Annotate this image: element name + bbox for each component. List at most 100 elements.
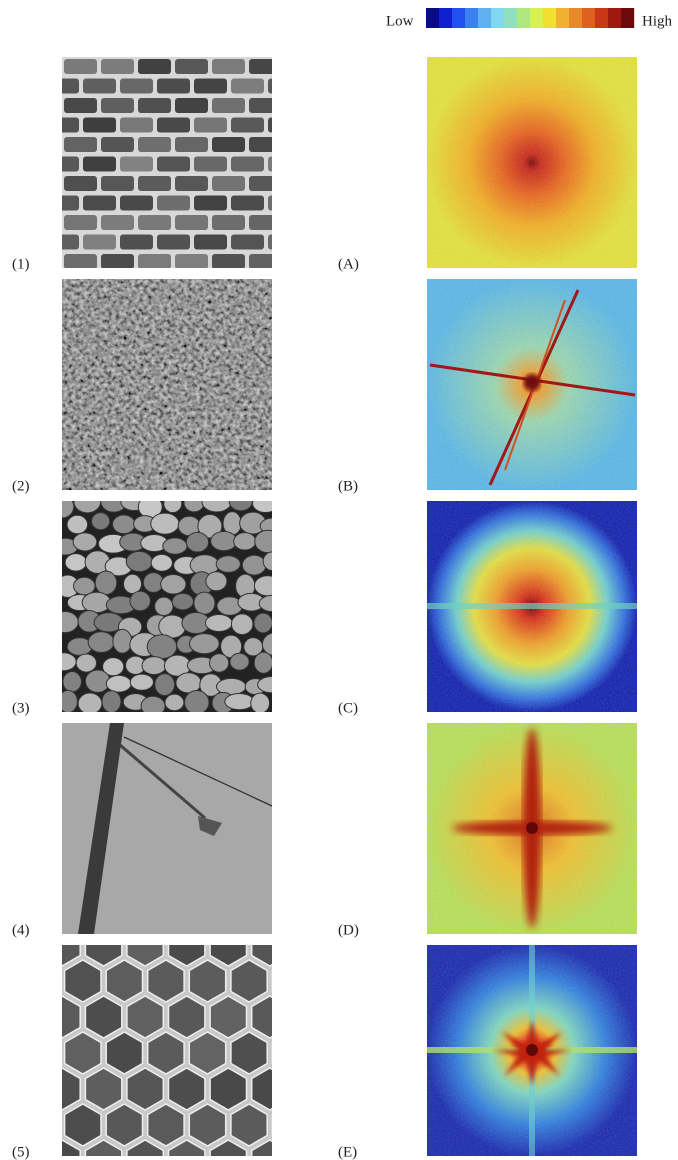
brick bbox=[138, 137, 171, 152]
stone bbox=[95, 571, 117, 594]
stone bbox=[102, 691, 121, 713]
stone bbox=[51, 495, 74, 518]
spectrum-a bbox=[427, 57, 637, 268]
stone bbox=[231, 614, 253, 635]
stone bbox=[130, 591, 150, 611]
colorbar-swatch bbox=[621, 8, 634, 28]
stone bbox=[155, 674, 175, 696]
stone bbox=[67, 515, 88, 533]
brick bbox=[194, 79, 227, 94]
page: Low High bbox=[0, 0, 678, 1160]
brick bbox=[138, 215, 171, 230]
colorbar-low: Low bbox=[386, 13, 414, 29]
spectrum-c bbox=[427, 501, 637, 712]
stone bbox=[184, 494, 204, 512]
brick bbox=[249, 59, 282, 74]
stone bbox=[210, 654, 229, 672]
brick bbox=[268, 118, 301, 133]
brick bbox=[83, 196, 116, 211]
stone bbox=[242, 555, 266, 575]
stone bbox=[225, 693, 254, 709]
brick bbox=[101, 137, 134, 152]
colorbar-swatch bbox=[465, 8, 478, 28]
colorbar-swatch bbox=[595, 8, 608, 28]
image-label: (2) bbox=[12, 478, 30, 494]
brick bbox=[212, 176, 245, 191]
brick bbox=[101, 59, 134, 74]
brick bbox=[175, 254, 208, 269]
colorbar-swatch bbox=[491, 8, 504, 28]
brick bbox=[138, 59, 171, 74]
stone bbox=[126, 551, 152, 571]
stone bbox=[65, 554, 87, 571]
stone bbox=[254, 613, 272, 633]
brick bbox=[157, 196, 190, 211]
brick bbox=[157, 79, 190, 94]
stone bbox=[76, 654, 96, 672]
stone bbox=[147, 635, 177, 659]
brick bbox=[175, 137, 208, 152]
brick bbox=[194, 157, 227, 172]
spectrum-label: (B) bbox=[338, 478, 358, 494]
stone bbox=[172, 593, 193, 610]
spectrum-label: (E) bbox=[338, 1144, 357, 1160]
brick bbox=[231, 157, 264, 172]
brick bbox=[231, 196, 264, 211]
stone bbox=[112, 515, 135, 534]
brick bbox=[212, 215, 245, 230]
brick bbox=[138, 254, 171, 269]
honeycomb-image bbox=[44, 924, 309, 1160]
brick bbox=[46, 79, 79, 94]
colorbar-swatch bbox=[426, 8, 439, 28]
stone bbox=[254, 652, 273, 673]
brick bbox=[83, 157, 116, 172]
brick bbox=[138, 98, 171, 113]
stone bbox=[155, 597, 173, 615]
image-label: (4) bbox=[12, 922, 30, 938]
stone bbox=[151, 554, 172, 571]
brick bbox=[157, 157, 190, 172]
stones-image bbox=[51, 490, 289, 716]
stone bbox=[59, 690, 78, 712]
stone bbox=[251, 693, 270, 713]
stone bbox=[202, 491, 231, 512]
stone bbox=[113, 629, 132, 653]
colorbar-swatch bbox=[504, 8, 517, 28]
brick bbox=[212, 254, 245, 269]
stone bbox=[234, 533, 256, 550]
colorbar-swatch bbox=[452, 8, 465, 28]
brick bbox=[64, 215, 97, 230]
stone bbox=[141, 696, 165, 716]
stone bbox=[85, 670, 110, 692]
brick bbox=[175, 98, 208, 113]
brick bbox=[101, 98, 134, 113]
stone bbox=[123, 574, 141, 593]
stone bbox=[51, 653, 76, 671]
stone bbox=[142, 657, 166, 675]
brick bbox=[231, 79, 264, 94]
brick bbox=[268, 157, 301, 172]
brick bbox=[268, 79, 301, 94]
stone bbox=[205, 615, 232, 632]
brick bbox=[194, 196, 227, 211]
brick bbox=[231, 118, 264, 133]
brick bbox=[212, 137, 245, 152]
stone bbox=[74, 577, 96, 595]
stone bbox=[211, 531, 237, 550]
stone bbox=[78, 693, 102, 714]
brick bbox=[249, 98, 282, 113]
spectrum-label: (C) bbox=[338, 700, 358, 716]
brick bbox=[175, 215, 208, 230]
colorbar-swatch bbox=[582, 8, 595, 28]
colorbar-swatch bbox=[478, 8, 491, 28]
image-label: (3) bbox=[12, 700, 30, 716]
cell bbox=[272, 1104, 308, 1146]
brick bbox=[268, 235, 301, 250]
stone bbox=[230, 653, 249, 670]
spectrum-e bbox=[427, 945, 637, 1156]
stone bbox=[255, 530, 281, 552]
stone bbox=[185, 691, 209, 715]
brick bbox=[83, 79, 116, 94]
brick bbox=[101, 176, 134, 191]
stone bbox=[189, 634, 219, 654]
